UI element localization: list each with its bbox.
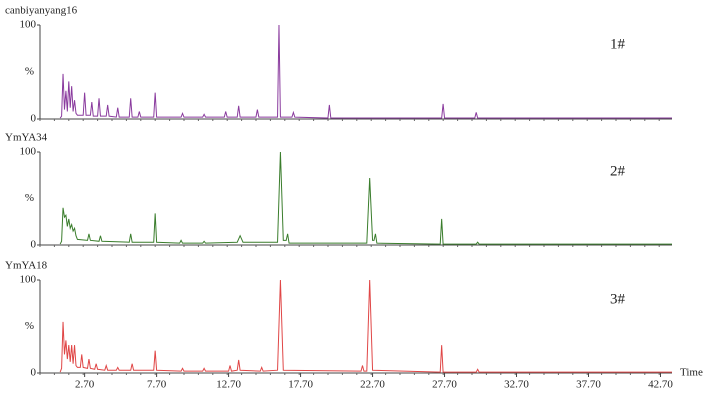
sample-name: YmYA34 [5, 132, 48, 144]
x-tick-label: 2.70 [75, 379, 95, 391]
panel-label: 3# [610, 291, 626, 307]
trace [59, 279, 672, 373]
y-axis-label: % [25, 192, 34, 204]
y-tick-label: 100 [20, 274, 37, 286]
x-tick-label: 7.70 [147, 379, 167, 391]
y-tick-label: 100 [20, 146, 37, 158]
trace [59, 24, 672, 119]
x-tick-label: 22.70 [360, 379, 385, 391]
y-tick-label: 0 [31, 113, 37, 125]
x-tick-label: 37.70 [576, 379, 601, 391]
sample-name: YmYA18 [5, 260, 48, 272]
y-axis-label: % [25, 66, 34, 78]
y-tick-label: 100 [20, 19, 37, 31]
y-tick-label: 0 [31, 367, 37, 379]
trace [59, 151, 672, 245]
x-tick-label: 32.70 [504, 379, 529, 391]
x-tick-label: 12.70 [216, 379, 241, 391]
y-axis-label: % [25, 320, 34, 332]
sample-name: canbiyanyang16 [5, 5, 78, 17]
x-axis-label: Time [680, 367, 703, 379]
x-tick-label: 17.70 [288, 379, 313, 391]
y-tick-label: 0 [31, 239, 37, 251]
x-tick-label: 27.70 [432, 379, 457, 391]
x-tick-label: 42.70 [648, 379, 673, 391]
panel-label: 2# [610, 163, 626, 179]
panel-label: 1# [610, 36, 626, 52]
